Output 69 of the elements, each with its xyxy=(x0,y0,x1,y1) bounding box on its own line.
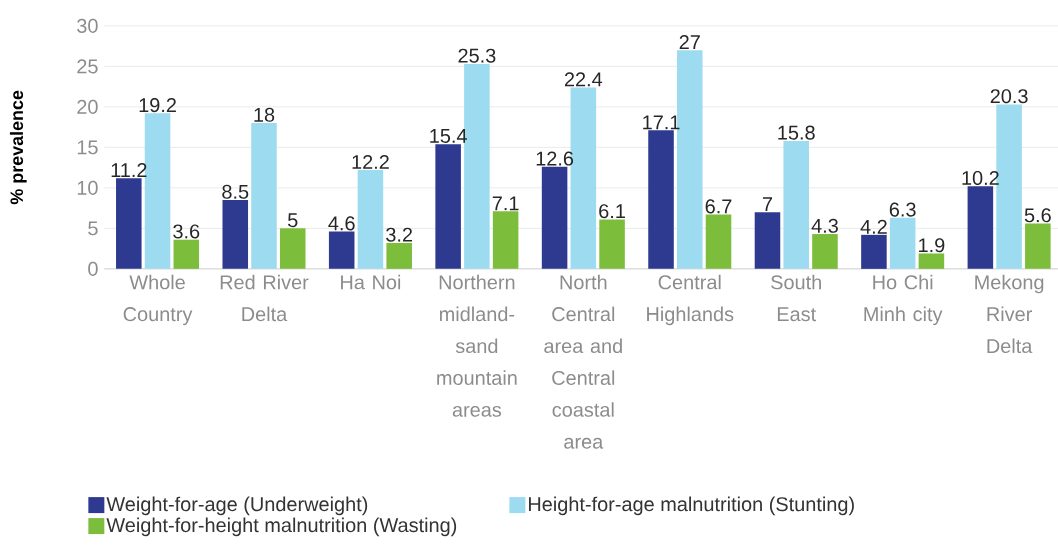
data-label: 3.2 xyxy=(386,227,413,242)
x-tick-label: Central Highlands xyxy=(647,274,734,326)
data-label: 17.1 xyxy=(643,115,680,130)
data-label: 10.2 xyxy=(962,170,999,186)
data-label: 15.8 xyxy=(778,125,815,140)
data-label: 15.4 xyxy=(430,129,467,143)
data-label: 3.6 xyxy=(173,224,200,239)
bar xyxy=(492,211,519,269)
data-label: 22.4 xyxy=(564,72,603,87)
bar xyxy=(541,166,568,269)
x-tick-label: North Central area and Central coastal area xyxy=(544,274,622,449)
bar xyxy=(116,178,142,269)
legend-label: Height-for-age malnutrition (Stunting) xyxy=(529,496,854,516)
bar xyxy=(648,130,674,269)
bar xyxy=(386,242,412,269)
bar xyxy=(251,123,277,269)
data-label: 4.6 xyxy=(328,216,355,231)
data-label: 12.6 xyxy=(536,151,574,166)
legend-label: Weight-for-age (Underweight) xyxy=(106,496,368,516)
bar xyxy=(889,217,916,269)
y-tick-label: 15 xyxy=(77,140,98,155)
data-label: 5.6 xyxy=(1024,208,1051,223)
data-label: 19.2 xyxy=(139,98,176,113)
data-label: 6.1 xyxy=(599,204,625,219)
data-label: 18 xyxy=(254,107,275,122)
bar xyxy=(967,186,994,269)
legend-label: Weight-for-height malnutrition (Wasting) xyxy=(106,517,457,537)
bar xyxy=(861,234,887,269)
x-tick-label: Red River Delta xyxy=(220,274,309,322)
y-tick-label: 20 xyxy=(77,99,98,114)
bar xyxy=(435,144,461,269)
bar xyxy=(812,234,838,269)
y-tick-label: 30 xyxy=(77,18,98,33)
data-label: 5 xyxy=(287,213,298,228)
y-tick-label: 10 xyxy=(77,180,98,195)
data-label: 11.2 xyxy=(111,163,147,177)
bar xyxy=(357,170,384,269)
data-label: 20.3 xyxy=(990,89,1028,104)
data-label: 8.5 xyxy=(222,184,249,199)
bar xyxy=(918,253,945,269)
data-label: 27 xyxy=(679,35,700,49)
x-tick-label: Ha Noi xyxy=(341,274,401,290)
x-tick-label: Mekong River Delta xyxy=(975,274,1044,354)
y-axis-title: % prevalence xyxy=(9,90,27,205)
data-label: 1.9 xyxy=(919,238,945,253)
y-tick-label: 25 xyxy=(77,59,98,74)
x-tick-label: Ho Chi Minh city xyxy=(864,274,943,326)
y-tick-label: 0 xyxy=(88,261,98,276)
x-tick-label: Whole Country xyxy=(123,274,193,326)
bar xyxy=(279,228,306,269)
data-label: 6.3 xyxy=(889,202,916,217)
y-tick-label: 5 xyxy=(88,221,98,236)
data-label: 4.2 xyxy=(860,219,887,234)
bar xyxy=(173,239,200,269)
bar xyxy=(783,140,809,269)
bar xyxy=(705,214,732,269)
x-tick-label: Northern midland-sand mountain areas xyxy=(437,274,517,417)
data-label: 12.2 xyxy=(352,154,389,169)
data-label: 4.3 xyxy=(811,218,838,233)
bar xyxy=(222,200,249,269)
x-tick-label: South East xyxy=(771,274,821,322)
bar xyxy=(754,212,781,269)
data-label: 7 xyxy=(762,197,773,211)
data-label: 7.1 xyxy=(492,196,519,211)
data-label: 6.7 xyxy=(705,199,732,214)
bar xyxy=(599,219,625,269)
data-label: 25.3 xyxy=(458,48,496,63)
bar xyxy=(1025,223,1051,269)
bar xyxy=(328,231,355,269)
